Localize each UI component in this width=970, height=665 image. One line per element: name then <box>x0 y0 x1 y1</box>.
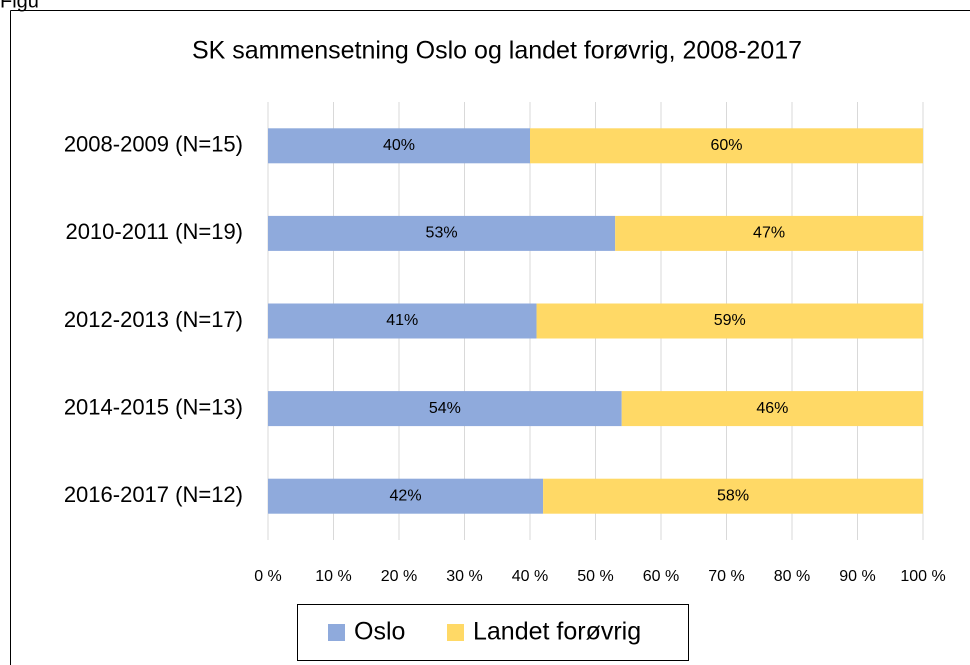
legend-box <box>297 604 689 661</box>
x-tick-label: 30 % <box>446 568 482 585</box>
bar-segment <box>543 478 923 514</box>
x-tick-label: 90 % <box>839 568 875 585</box>
data-label: 58% <box>717 487 749 504</box>
bar-segment <box>268 128 530 164</box>
data-label: 60% <box>710 137 742 154</box>
x-tick-label: 70 % <box>708 568 744 585</box>
y-tick-label: 2010-2011 (N=19) <box>65 219 243 244</box>
caption: Figu <box>0 0 39 12</box>
data-label: 54% <box>429 400 461 417</box>
legend-label: Landet forøvrig <box>473 618 641 646</box>
bar-segment <box>530 128 923 164</box>
x-tick-label: 80 % <box>774 568 810 585</box>
y-tick-label: 2016-2017 (N=12) <box>64 482 243 507</box>
data-label: 42% <box>390 487 422 504</box>
chart-title: SK sammensetning Oslo og landet forøvrig… <box>192 37 802 65</box>
x-tick-label: 0 % <box>254 568 282 585</box>
data-label: 59% <box>714 312 746 329</box>
bar-segment <box>615 215 923 251</box>
y-tick-label: 2014-2015 (N=13) <box>64 394 243 419</box>
y-tick-label: 2008-2009 (N=15) <box>64 132 243 157</box>
legend-label: Oslo <box>354 618 405 646</box>
bar-segment <box>268 391 622 427</box>
y-tick-label: 2012-2013 (N=17) <box>64 307 243 332</box>
x-tick-label: 20 % <box>381 568 417 585</box>
data-label: 53% <box>426 225 458 242</box>
data-label: 46% <box>756 400 788 417</box>
bar-segment <box>268 303 537 339</box>
x-tick-label: 40 % <box>512 568 548 585</box>
legend-swatch <box>328 624 345 641</box>
bar-segment <box>268 215 616 251</box>
data-label: 40% <box>383 137 415 154</box>
legend-swatch <box>447 624 464 641</box>
x-tick-label: 10 % <box>315 568 351 585</box>
bar-segment <box>536 303 923 339</box>
data-label: 47% <box>753 225 785 242</box>
x-tick-label: 60 % <box>643 568 679 585</box>
x-tick-label: 100 % <box>900 568 945 585</box>
bar-segment <box>268 478 544 514</box>
x-tick-label: 50 % <box>577 568 613 585</box>
bar-segment <box>621 391 923 427</box>
data-label: 41% <box>386 312 418 329</box>
